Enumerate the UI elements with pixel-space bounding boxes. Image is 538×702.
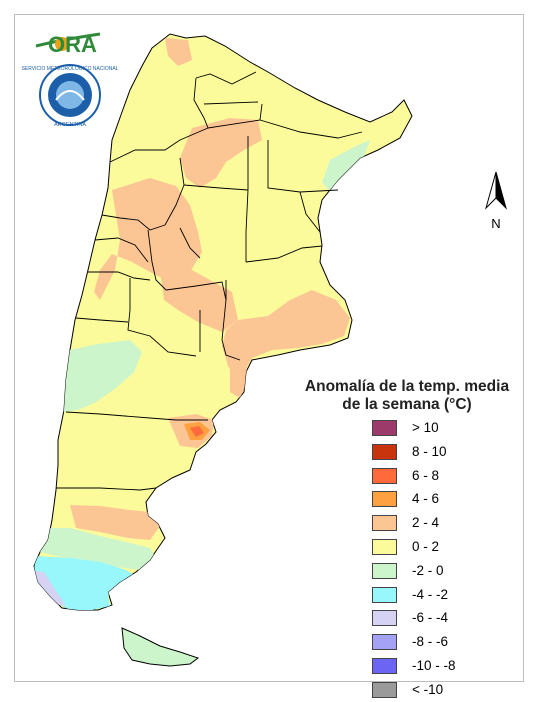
warm-region-patagonia-south xyxy=(70,505,160,540)
tierra-del-fuego xyxy=(121,627,200,667)
warm-region-chaco xyxy=(180,118,262,188)
legend-swatch xyxy=(372,562,397,579)
logo-text: ORA xyxy=(48,32,97,57)
north-label: N xyxy=(491,216,500,231)
warm-region-pampa xyxy=(222,290,350,380)
legend-swatch xyxy=(372,681,397,698)
legend-swatch xyxy=(372,634,397,651)
warm-region-central xyxy=(160,268,238,332)
legend-label: -2 - 0 xyxy=(412,562,444,578)
cool-region-mesopotamia xyxy=(322,140,370,192)
cool-region-northern-patagonia xyxy=(55,340,142,412)
legend-swatch xyxy=(372,610,397,627)
emblem-bottom-text: ARGENTINA xyxy=(54,122,86,128)
legend-label: -6 - -4 xyxy=(412,610,449,626)
smn-emblem: SERVICIO METEOROLOGICO NACIONAL ARGENTIN… xyxy=(22,64,119,128)
province-borders xyxy=(56,71,363,491)
legend-label: 4 - 6 xyxy=(412,491,440,507)
emblem-ring-text: SERVICIO METEOROLOGICO NACIONAL xyxy=(22,66,119,72)
legend-label: < -10 xyxy=(412,681,444,697)
hotter-region-peninsula xyxy=(190,426,204,437)
legend-label: -10 - -8 xyxy=(412,657,456,673)
legend-swatch xyxy=(372,586,397,603)
warm-region-northwest xyxy=(165,38,192,66)
legend-label: 0 - 2 xyxy=(412,538,440,554)
logo-sun xyxy=(55,37,69,51)
anomaly-layer xyxy=(34,38,370,610)
north-arrow: N xyxy=(485,171,507,231)
legend-title-line2: de la semana (°C) xyxy=(342,396,472,413)
legend-swatch xyxy=(372,657,397,674)
ora-logo: ORA xyxy=(35,32,101,57)
cool-region-southern-patagonia xyxy=(40,528,156,570)
legend-label: 2 - 4 xyxy=(412,515,440,531)
legend-label: > 10 xyxy=(412,420,439,435)
legend-label: 8 - 10 xyxy=(412,443,447,459)
legend-swatch xyxy=(372,491,397,508)
legend-label: -4 - -2 xyxy=(412,586,449,602)
legend-title-line1: Anomalía de la temp. media xyxy=(304,378,510,395)
colder-region-southwest xyxy=(34,570,66,606)
legend-label: -8 - -6 xyxy=(412,634,449,650)
legend-swatch xyxy=(372,420,397,436)
legend-swatch xyxy=(372,538,397,555)
legend-swatch xyxy=(372,515,397,532)
legend-swatch xyxy=(372,443,397,460)
legend-label: 6 - 8 xyxy=(412,467,440,483)
legend-swatch xyxy=(372,467,397,484)
warm-region-bsas-south xyxy=(230,362,248,398)
